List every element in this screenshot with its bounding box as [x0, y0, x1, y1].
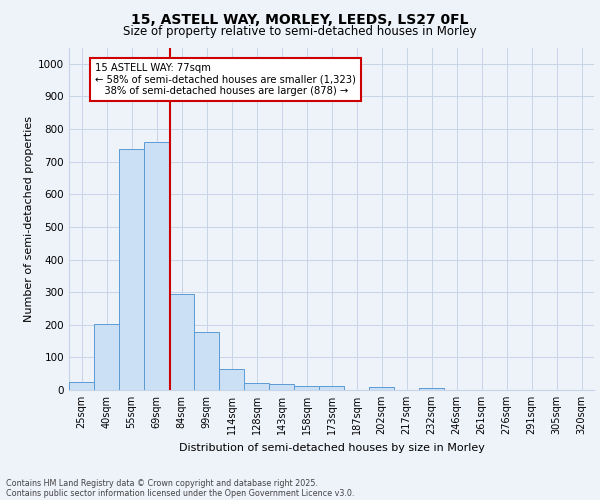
- Bar: [69, 382, 94, 390]
- Text: Contains public sector information licensed under the Open Government Licence v3: Contains public sector information licen…: [6, 488, 355, 498]
- Bar: [144, 142, 169, 390]
- Y-axis label: Number of semi-detached properties: Number of semi-detached properties: [24, 116, 34, 322]
- Text: Size of property relative to semi-detached houses in Morley: Size of property relative to semi-detach…: [123, 25, 477, 38]
- Bar: [169, 294, 194, 390]
- Bar: [269, 384, 294, 390]
- Bar: [244, 384, 269, 390]
- Text: 15, ASTELL WAY, MORLEY, LEEDS, LS27 0FL: 15, ASTELL WAY, MORLEY, LEEDS, LS27 0FL: [131, 12, 469, 26]
- Bar: [194, 332, 219, 390]
- Bar: [294, 386, 319, 390]
- Bar: [219, 369, 244, 390]
- Text: 15 ASTELL WAY: 77sqm
← 58% of semi-detached houses are smaller (1,323)
   38% of: 15 ASTELL WAY: 77sqm ← 58% of semi-detac…: [95, 63, 356, 96]
- Bar: [419, 388, 444, 390]
- Bar: [94, 324, 119, 390]
- X-axis label: Distribution of semi-detached houses by size in Morley: Distribution of semi-detached houses by …: [179, 442, 484, 452]
- Bar: [369, 386, 394, 390]
- Bar: [119, 150, 144, 390]
- Text: Contains HM Land Registry data © Crown copyright and database right 2025.: Contains HM Land Registry data © Crown c…: [6, 478, 318, 488]
- Bar: [319, 386, 344, 390]
